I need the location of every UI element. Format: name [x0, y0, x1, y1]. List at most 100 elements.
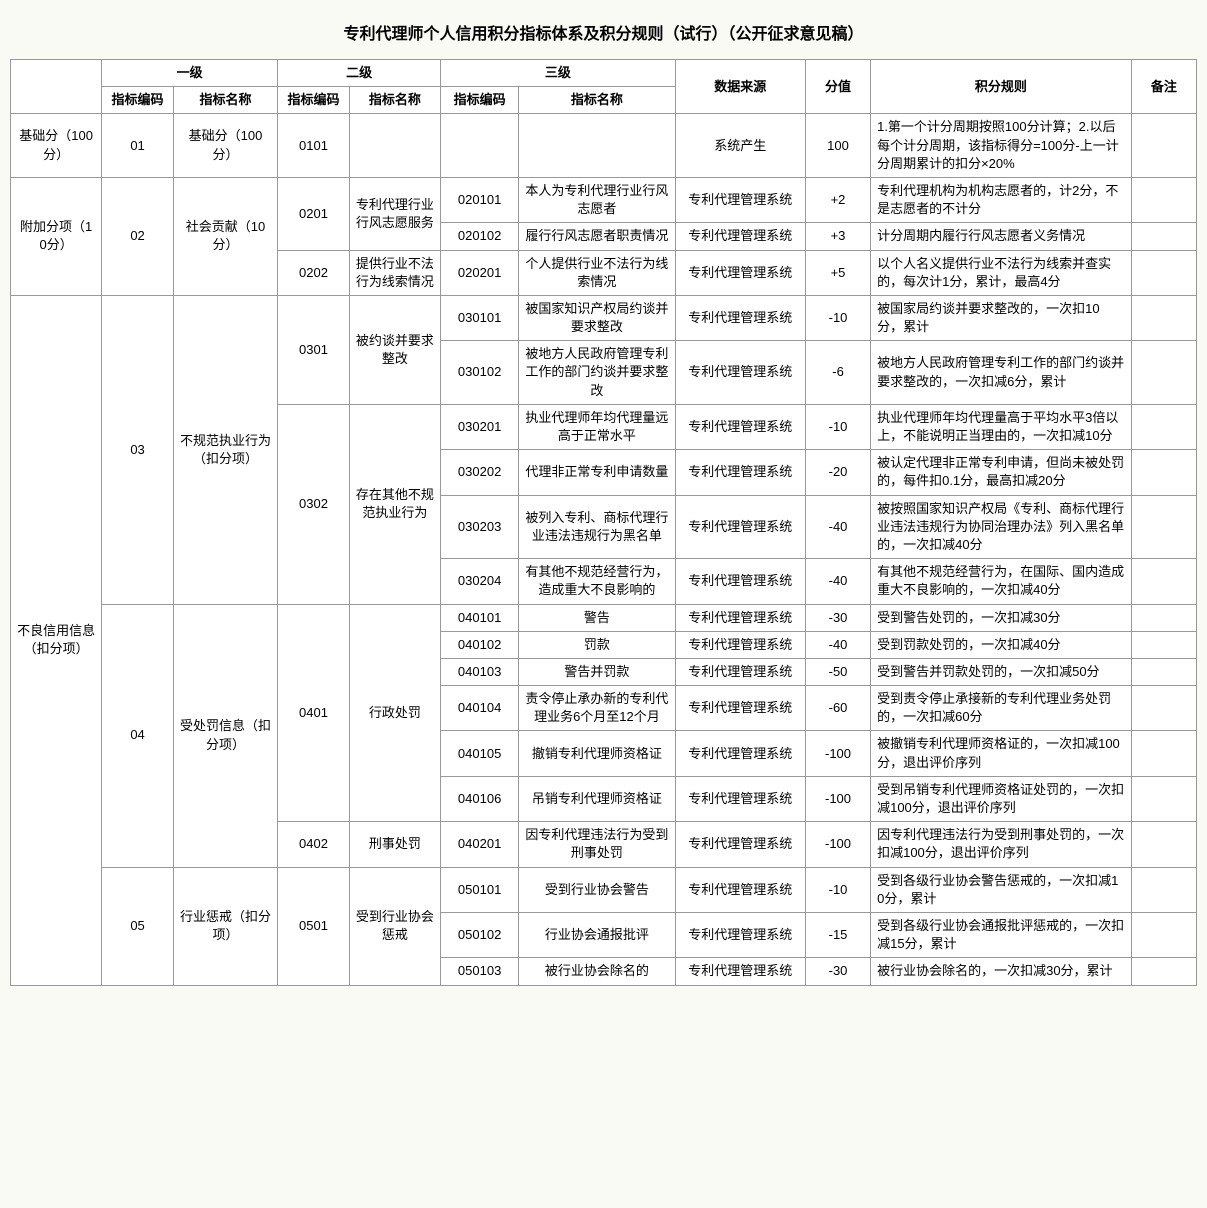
- cell-rule: 受到警告处罚的，一次扣减30分: [871, 604, 1132, 631]
- cell-rule: 受到各级行业协会通报批评惩戒的，一次扣减15分，累计: [871, 912, 1132, 957]
- cell-src: 系统产生: [675, 114, 805, 178]
- hdr-lvl3: 三级: [441, 60, 676, 87]
- cell-l3c: 050103: [441, 958, 519, 985]
- page-title: 专利代理师个人信用积分指标体系及积分规则（试行）（公开征求意见稿）: [10, 10, 1197, 59]
- cell-l3n: 代理非正常专利申请数量: [519, 450, 675, 495]
- cell-score: -60: [805, 686, 870, 731]
- cell-src: 专利代理管理系统: [675, 912, 805, 957]
- hdr-rule: 积分规则: [871, 60, 1132, 114]
- cell-l1n: 社会贡献（10分）: [173, 177, 277, 295]
- cell-l2c: 0302: [278, 404, 350, 604]
- cell-score: -100: [805, 731, 870, 776]
- cell-score: -6: [805, 341, 870, 405]
- hdr-lvl2: 二级: [278, 60, 441, 87]
- header-row-1: 一级 二级 三级 数据来源 分值 积分规则 备注: [11, 60, 1197, 87]
- row-basic: 基础分（100分） 01 基础分（100分） 0101 系统产生 100 1.第…: [11, 114, 1197, 178]
- cell-src: 专利代理管理系统: [675, 495, 805, 559]
- cell-l3n: 被地方人民政府管理专利工作的部门约谈并要求整改: [519, 341, 675, 405]
- cell-l2c: 0401: [278, 604, 350, 822]
- cell-l3n: 责令停止承办新的专利代理业务6个月至12个月: [519, 686, 675, 731]
- cell-cat: 不良信用信息（扣分项）: [11, 295, 102, 985]
- cell-l3c: 040101: [441, 604, 519, 631]
- cell-score: -40: [805, 631, 870, 658]
- cell-score: -50: [805, 658, 870, 685]
- cell-src: 专利代理管理系统: [675, 958, 805, 985]
- cell-l3c: 040103: [441, 658, 519, 685]
- cell-l3n: 罚款: [519, 631, 675, 658]
- hdr-l2-name: 指标名称: [349, 87, 440, 114]
- row-03-a: 不良信用信息（扣分项） 03 不规范执业行为（扣分项） 0301 被约谈并要求整…: [11, 295, 1197, 340]
- cell-rule: 被国家局约谈并要求整改的，一次扣10分，累计: [871, 295, 1132, 340]
- row-02-a: 附加分项（10分） 02 社会贡献（10分） 0201 专利代理行业行风志愿服务…: [11, 177, 1197, 222]
- cell-rule: 因专利代理违法行为受到刑事处罚的，一次扣减100分，退出评价序列: [871, 822, 1132, 867]
- cell-src: 专利代理管理系统: [675, 450, 805, 495]
- cell-rule: 有其他不规范经营行为，在国际、国内造成重大不良影响的，一次扣减40分: [871, 559, 1132, 604]
- cell-src: 专利代理管理系统: [675, 822, 805, 867]
- cell-rule: 计分周期内履行行风志愿者义务情况: [871, 223, 1132, 250]
- cell-l1n: 不规范执业行为（扣分项）: [173, 295, 277, 604]
- cell-rule: 执业代理师年均代理量高于平均水平3倍以上，不能说明正当理由的，一次扣减10分: [871, 404, 1132, 449]
- cell-score: -40: [805, 495, 870, 559]
- cell-score: -20: [805, 450, 870, 495]
- cell-l3c: 040201: [441, 822, 519, 867]
- cell-rule: 专利代理机构为机构志愿者的，计2分，不是志愿者的不计分: [871, 177, 1132, 222]
- cell-src: 专利代理管理系统: [675, 177, 805, 222]
- cell-l2c: 0101: [278, 114, 350, 178]
- cell-score: -15: [805, 912, 870, 957]
- cell-l2c: 0402: [278, 822, 350, 867]
- cell-l2n: 受到行业协会惩戒: [349, 867, 440, 985]
- cell-l2n: 被约谈并要求整改: [349, 295, 440, 404]
- cell-l3n: 警告并罚款: [519, 658, 675, 685]
- cell-l3c: 030204: [441, 559, 519, 604]
- cell-cat: 基础分（100分）: [11, 114, 102, 178]
- cell-l1n: 基础分（100分）: [173, 114, 277, 178]
- cell-score: -100: [805, 776, 870, 821]
- cell-l3c: 040102: [441, 631, 519, 658]
- cell-l3n: 撤销专利代理师资格证: [519, 731, 675, 776]
- cell-l3n: 被列入专利、商标代理行业违法违规行为黑名单: [519, 495, 675, 559]
- hdr-source: 数据来源: [675, 60, 805, 114]
- cell-src: 专利代理管理系统: [675, 686, 805, 731]
- cell-l2n: 专利代理行业行风志愿服务: [349, 177, 440, 250]
- cell-score: +3: [805, 223, 870, 250]
- cell-score: -30: [805, 604, 870, 631]
- cell-src: 专利代理管理系统: [675, 341, 805, 405]
- cell-src: 专利代理管理系统: [675, 250, 805, 295]
- cell-l3c: 020201: [441, 250, 519, 295]
- cell-rule: 受到吊销专利代理师资格证处罚的，一次扣减100分，退出评价序列: [871, 776, 1132, 821]
- cell-l2c: 0201: [278, 177, 350, 250]
- cell-rule: 被行业协会除名的，一次扣减30分，累计: [871, 958, 1132, 985]
- cell-l3c: 040106: [441, 776, 519, 821]
- cell-l3n: 履行行风志愿者职责情况: [519, 223, 675, 250]
- cell-l3n: 吊销专利代理师资格证: [519, 776, 675, 821]
- cell-l2n: 存在其他不规范执业行为: [349, 404, 440, 604]
- cell-src: 专利代理管理系统: [675, 658, 805, 685]
- cell-rule: 被按照国家知识产权局《专利、商标代理行业违法违规行为协同治理办法》列入黑名单的，…: [871, 495, 1132, 559]
- cell-l3n: 因专利代理违法行为受到刑事处罚: [519, 822, 675, 867]
- cell-score: -100: [805, 822, 870, 867]
- cell-l3c: 050101: [441, 867, 519, 912]
- cell-rule: 被地方人民政府管理专利工作的部门约谈并要求整改的，一次扣减6分，累计: [871, 341, 1132, 405]
- cell-l3c: 040104: [441, 686, 519, 731]
- cell-src: 专利代理管理系统: [675, 631, 805, 658]
- cell-l1n: 受处罚信息（扣分项）: [173, 604, 277, 867]
- cell-l3c: 030101: [441, 295, 519, 340]
- hdr-l1-name: 指标名称: [173, 87, 277, 114]
- cell-score: -10: [805, 867, 870, 912]
- cell-l3n: 行业协会通报批评: [519, 912, 675, 957]
- cell-l1c: 02: [102, 177, 174, 295]
- cell-src: 专利代理管理系统: [675, 295, 805, 340]
- cell-l3n: 被国家知识产权局约谈并要求整改: [519, 295, 675, 340]
- cell-score: 100: [805, 114, 870, 178]
- cell-l2n: 刑事处罚: [349, 822, 440, 867]
- cell-l2c: 0301: [278, 295, 350, 404]
- cell-rule: 被认定代理非正常专利申请，但尚未被处罚的，每件扣0.1分，最高扣减20分: [871, 450, 1132, 495]
- hdr-l3-code: 指标编码: [441, 87, 519, 114]
- hdr-l1-code: 指标编码: [102, 87, 174, 114]
- cell-l3n: 受到行业协会警告: [519, 867, 675, 912]
- cell-score: -10: [805, 404, 870, 449]
- cell-score: -10: [805, 295, 870, 340]
- row-04-a: 04 受处罚信息（扣分项） 0401 行政处罚 040101 警告 专利代理管理…: [11, 604, 1197, 631]
- cell-score: +2: [805, 177, 870, 222]
- credit-score-table: 一级 二级 三级 数据来源 分值 积分规则 备注 指标编码 指标名称 指标编码 …: [10, 59, 1197, 986]
